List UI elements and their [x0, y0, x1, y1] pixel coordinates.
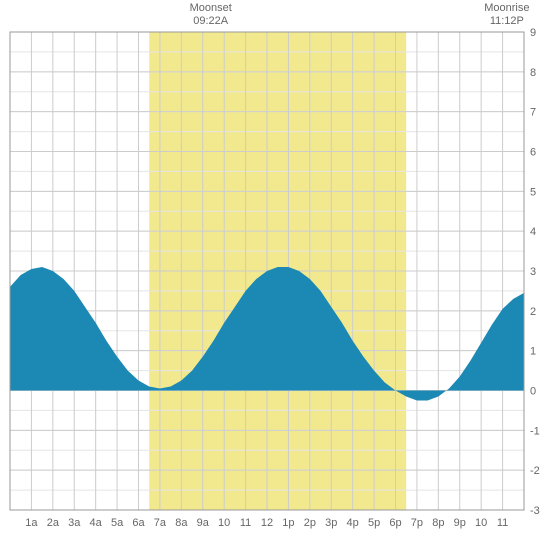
svg-text:2p: 2p [304, 517, 316, 529]
svg-text:11: 11 [240, 517, 251, 529]
moonset-title: Moonset [190, 2, 232, 14]
moonset-time: 09:22A [193, 15, 228, 27]
chart-header: Moonset 09:22A Moonrise 11:12P [0, 2, 550, 32]
svg-text:6p: 6p [389, 517, 401, 529]
svg-text:10: 10 [218, 517, 230, 529]
svg-text:5p: 5p [368, 517, 380, 529]
svg-text:6a: 6a [132, 517, 145, 529]
moonrise-title: Moonrise [484, 2, 529, 14]
svg-text:2: 2 [530, 306, 536, 318]
svg-text:1: 1 [530, 346, 536, 358]
svg-text:-3: -3 [530, 505, 540, 517]
svg-text:8p: 8p [432, 517, 444, 529]
svg-text:2a: 2a [47, 517, 60, 529]
svg-text:1p: 1p [282, 517, 294, 529]
svg-text:4: 4 [530, 226, 536, 238]
svg-text:3: 3 [530, 266, 536, 278]
svg-text:8a: 8a [175, 517, 188, 529]
svg-text:5: 5 [530, 186, 536, 198]
svg-text:12: 12 [261, 517, 273, 529]
svg-text:4p: 4p [347, 517, 359, 529]
moonrise-label: Moonrise 11:12P [477, 2, 537, 28]
moonset-label: Moonset 09:22A [181, 2, 241, 28]
svg-text:1a: 1a [25, 517, 38, 529]
svg-text:11: 11 [497, 517, 508, 529]
svg-text:-2: -2 [530, 465, 540, 477]
svg-text:3a: 3a [68, 517, 81, 529]
svg-text:5a: 5a [111, 517, 124, 529]
svg-text:4a: 4a [90, 517, 103, 529]
svg-text:6: 6 [530, 147, 536, 159]
svg-text:9p: 9p [454, 517, 466, 529]
svg-text:7a: 7a [154, 517, 167, 529]
svg-text:3p: 3p [325, 517, 337, 529]
svg-text:0: 0 [530, 386, 536, 398]
svg-text:7p: 7p [411, 517, 423, 529]
svg-text:-1: -1 [530, 425, 540, 437]
svg-text:8: 8 [530, 67, 536, 79]
svg-text:7: 7 [530, 107, 536, 119]
svg-text:10: 10 [475, 517, 487, 529]
svg-text:9a: 9a [197, 517, 210, 529]
tide-chart: Moonset 09:22A Moonrise 11:12P -3-2-1012… [0, 0, 550, 550]
chart-svg: -3-2-101234567891a2a3a4a5a6a7a8a9a101112… [0, 0, 550, 550]
moonrise-time: 11:12P [490, 15, 524, 27]
